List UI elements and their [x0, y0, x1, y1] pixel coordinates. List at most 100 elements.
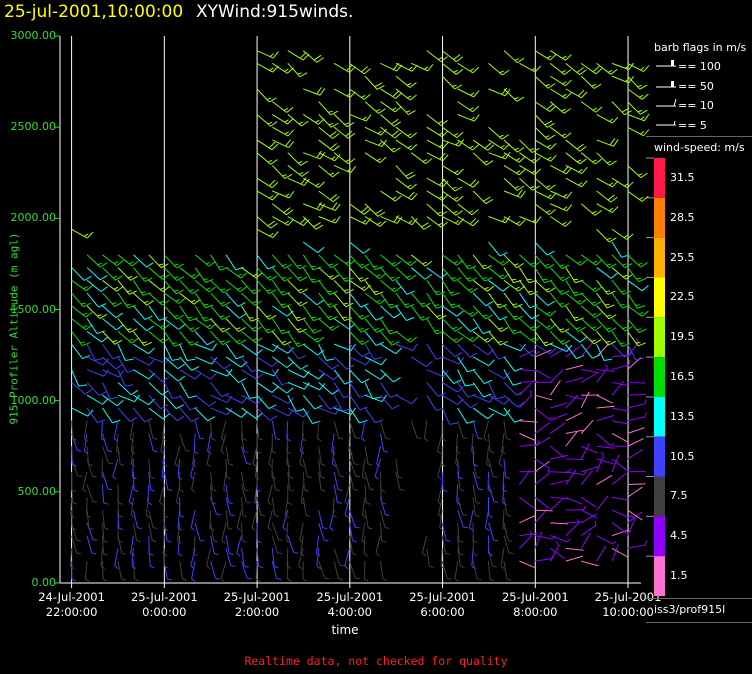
- wind-barb: [441, 126, 458, 139]
- wind-barb: [580, 445, 598, 454]
- wind-barb-tick: [269, 53, 274, 57]
- wind-barb-tick: [469, 107, 474, 111]
- wind-barb-tick: [299, 171, 304, 175]
- wind-barb: [333, 152, 349, 165]
- wind-barb-tick: [348, 260, 356, 267]
- wind-barb: [318, 165, 333, 178]
- wind-barb: [287, 394, 297, 412]
- wind-barb-tick: [559, 290, 564, 293]
- wind-barb-tick: [160, 404, 169, 410]
- wind-barb: [503, 343, 521, 352]
- wind-barb-tick: [251, 289, 256, 292]
- wind-barb-tick: [243, 450, 249, 454]
- wind-barb: [148, 522, 153, 541]
- wind-barb-tick: [287, 578, 292, 582]
- wind-barb-tick: [612, 541, 617, 545]
- wind-barb: [361, 420, 366, 439]
- wind-barb: [380, 254, 395, 267]
- wind-barb: [349, 279, 365, 292]
- wind-barb-tick: [249, 396, 258, 399]
- wind-barb: [302, 50, 318, 63]
- wind-barb-tick: [594, 210, 602, 216]
- wind-barb: [331, 446, 335, 465]
- scale-label: 4.5: [670, 529, 688, 543]
- wind-barb: [206, 548, 212, 567]
- wind-barb-tick: [442, 154, 449, 162]
- wind-barb-tick: [189, 289, 194, 292]
- wind-barb: [627, 126, 644, 137]
- wind-barb-tick: [269, 275, 277, 281]
- wind-barb-tick: [628, 360, 631, 365]
- wind-barb: [318, 216, 336, 224]
- wind-barb: [549, 267, 563, 282]
- wind-barb-tick: [355, 577, 360, 580]
- wind-barb: [364, 203, 379, 217]
- wind-barb-tick: [637, 342, 646, 347]
- wind-barb-tick: [514, 58, 520, 61]
- wind-barb: [117, 318, 130, 333]
- wind-barb-tick: [339, 564, 345, 567]
- wind-barb-tick: [176, 415, 185, 422]
- wind-barb-tick: [300, 364, 309, 370]
- wind-barb-tick: [404, 303, 410, 306]
- wind-barb-tick: [251, 368, 260, 373]
- wind-barb: [210, 318, 224, 333]
- wind-barb-tick: [220, 288, 226, 291]
- wind-barb: [225, 254, 237, 271]
- wind-barb: [518, 292, 531, 309]
- x-tick-label: 25-Jul-2001 6:00:00: [398, 590, 488, 620]
- wind-barb: [627, 113, 645, 122]
- wind-barb-tick: [485, 199, 494, 205]
- wind-barb-tick: [481, 264, 487, 267]
- wind-barb: [364, 356, 382, 366]
- wind-barb: [194, 407, 209, 422]
- wind-barb: [287, 356, 302, 370]
- wind-barb-tick: [440, 565, 446, 570]
- wind-barb-tick: [502, 489, 508, 493]
- wind-barb: [71, 446, 73, 465]
- wind-barb: [256, 407, 271, 421]
- wind-barb-tick: [190, 527, 195, 531]
- wind-barb-tick: [546, 55, 552, 59]
- wind-barb-tick: [299, 276, 308, 282]
- wind-barb: [147, 484, 150, 503]
- wind-barb: [596, 228, 610, 243]
- wind-barb-tick: [199, 437, 205, 440]
- wind-barb-tick: [269, 195, 274, 199]
- wind-barb-tick: [362, 219, 367, 224]
- wind-barb-tick: [115, 312, 124, 319]
- wind-barb-tick: [501, 87, 508, 95]
- wind-barb-tick: [626, 233, 634, 240]
- wind-barb-tick: [534, 168, 542, 176]
- wind-barb-tick: [274, 514, 280, 518]
- wind-barb: [163, 331, 175, 347]
- wind-barb-tick: [239, 286, 247, 293]
- wind-barb: [101, 471, 109, 490]
- wind-barb: [503, 394, 518, 408]
- wind-barb: [472, 446, 475, 465]
- wind-barb-tick: [330, 263, 339, 269]
- wind-barb-tick: [550, 154, 557, 162]
- wind-barb-tick: [178, 323, 186, 330]
- wind-barb-tick: [349, 66, 356, 73]
- wind-barb: [471, 433, 474, 452]
- x-tick-date: 25-Jul-2001: [501, 590, 569, 604]
- wind-barb-tick: [129, 261, 134, 265]
- wind-barb: [225, 394, 243, 404]
- wind-barb-tick: [637, 84, 642, 88]
- wind-barb: [534, 343, 551, 355]
- wind-barb-tick: [611, 180, 619, 188]
- wind-barb: [519, 560, 537, 569]
- wind-barb-tick: [499, 70, 504, 74]
- wind-barb: [411, 356, 427, 368]
- wind-barb-tick: [176, 501, 181, 506]
- wind-barb-tick: [440, 221, 448, 228]
- wind-barb-tick: [451, 277, 456, 280]
- wind-barb-tick: [268, 404, 277, 410]
- wind-barb: [132, 471, 135, 490]
- wind-barb-tick: [501, 69, 510, 76]
- wind-barb-tick: [609, 160, 617, 166]
- wind-barb: [503, 497, 508, 516]
- wind-barb-tick: [118, 502, 123, 505]
- wind-barb: [611, 101, 625, 116]
